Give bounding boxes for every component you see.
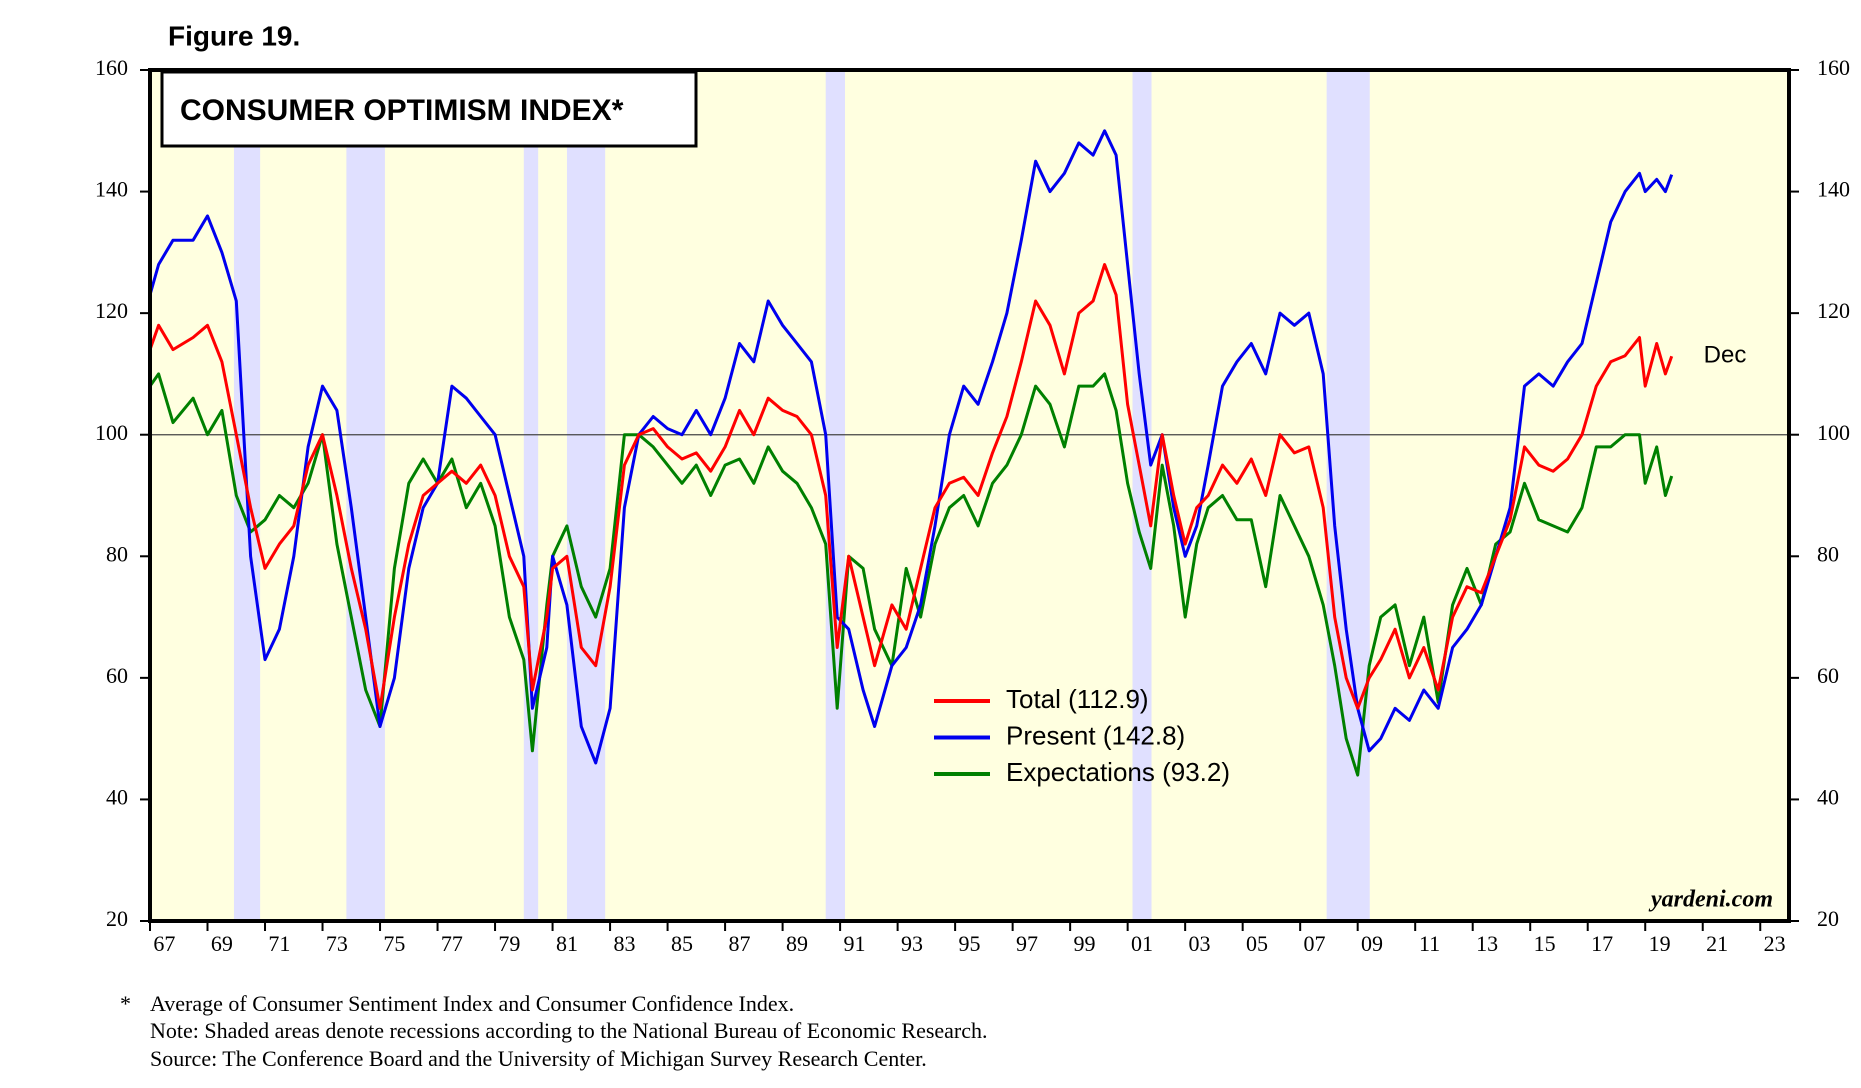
recession-band [566,70,606,921]
y2-tick-label: 60 [1817,663,1839,688]
title-box [160,70,698,148]
x-tick-label: 99 [1074,931,1096,956]
y2-tick-label: 100 [1817,420,1850,445]
x-tick-label: 67 [153,931,175,956]
recession-band [523,70,539,921]
x-tick-label: 13 [1476,931,1498,956]
x-tick-label: 97 [1016,931,1038,956]
x-tick-label: 73 [326,931,348,956]
x-tick-label: 71 [268,931,290,956]
x-tick-label: 69 [211,931,233,956]
y2-tick-label: 80 [1817,541,1839,566]
y2-tick-label: 120 [1817,298,1850,323]
y2-tick-label: 20 [1817,906,1839,931]
x-tick-label: 15 [1534,931,1556,956]
y-tick-label: 140 [95,177,128,202]
x-tick-label: 87 [728,931,750,956]
plot-frame [148,68,1791,923]
footnote: Average of Consumer Sentiment Index and … [150,991,794,1016]
x-tick-label: 17 [1591,931,1613,956]
legend-label: Expectations (93.2) [1006,757,1230,787]
source-mark: yardeni.com [1648,887,1773,913]
legend-label: Present (142.8) [1006,720,1185,750]
y-tick-label: 160 [95,55,128,80]
x-tick-label: 85 [671,931,693,956]
plot-background [150,70,1789,921]
y2-tick-label: 40 [1817,784,1839,809]
x-tick-label: 01 [1131,931,1153,956]
y-tick-label: 20 [106,906,128,931]
x-tick-label: 11 [1419,931,1440,956]
footnote: Note: Shaded areas denote recessions acc… [150,1018,988,1043]
y-tick-label: 100 [95,420,128,445]
footnote-marker: * [120,991,131,1016]
x-tick-label: 83 [613,931,635,956]
legend-label: Total (112.9) [1006,684,1149,714]
y2-tick-label: 160 [1817,55,1850,80]
x-tick-label: 05 [1246,931,1268,956]
x-tick-label: 95 [959,931,981,956]
x-tick-label: 81 [556,931,578,956]
series-line [148,372,1674,777]
y2-tick-label: 140 [1817,177,1850,202]
x-tick-label: 77 [441,931,463,956]
chart-title: CONSUMER OPTIMISM INDEX* [180,94,624,127]
annotation: Dec [1704,342,1747,369]
x-tick-label: 19 [1649,931,1671,956]
x-tick-label: 07 [1304,931,1326,956]
y-tick-label: 80 [106,541,128,566]
recession-band [825,70,845,921]
figure-label: Figure 19. [168,20,300,51]
x-tick-label: 03 [1189,931,1211,956]
x-tick-label: 93 [901,931,923,956]
series-line [148,263,1674,710]
x-tick-label: 21 [1706,931,1728,956]
footnote: Source: The Conference Board and the Uni… [150,1046,927,1071]
y-tick-label: 40 [106,784,128,809]
y-tick-label: 120 [95,298,128,323]
recession-band [346,70,385,921]
y-tick-label: 60 [106,663,128,688]
x-tick-label: 09 [1361,931,1383,956]
x-tick-label: 91 [843,931,865,956]
x-tick-label: 75 [383,931,405,956]
recession-band [1132,70,1152,921]
x-tick-label: 79 [498,931,520,956]
series-line [148,129,1674,765]
x-tick-label: 89 [786,931,808,956]
x-tick-label: 23 [1764,931,1786,956]
